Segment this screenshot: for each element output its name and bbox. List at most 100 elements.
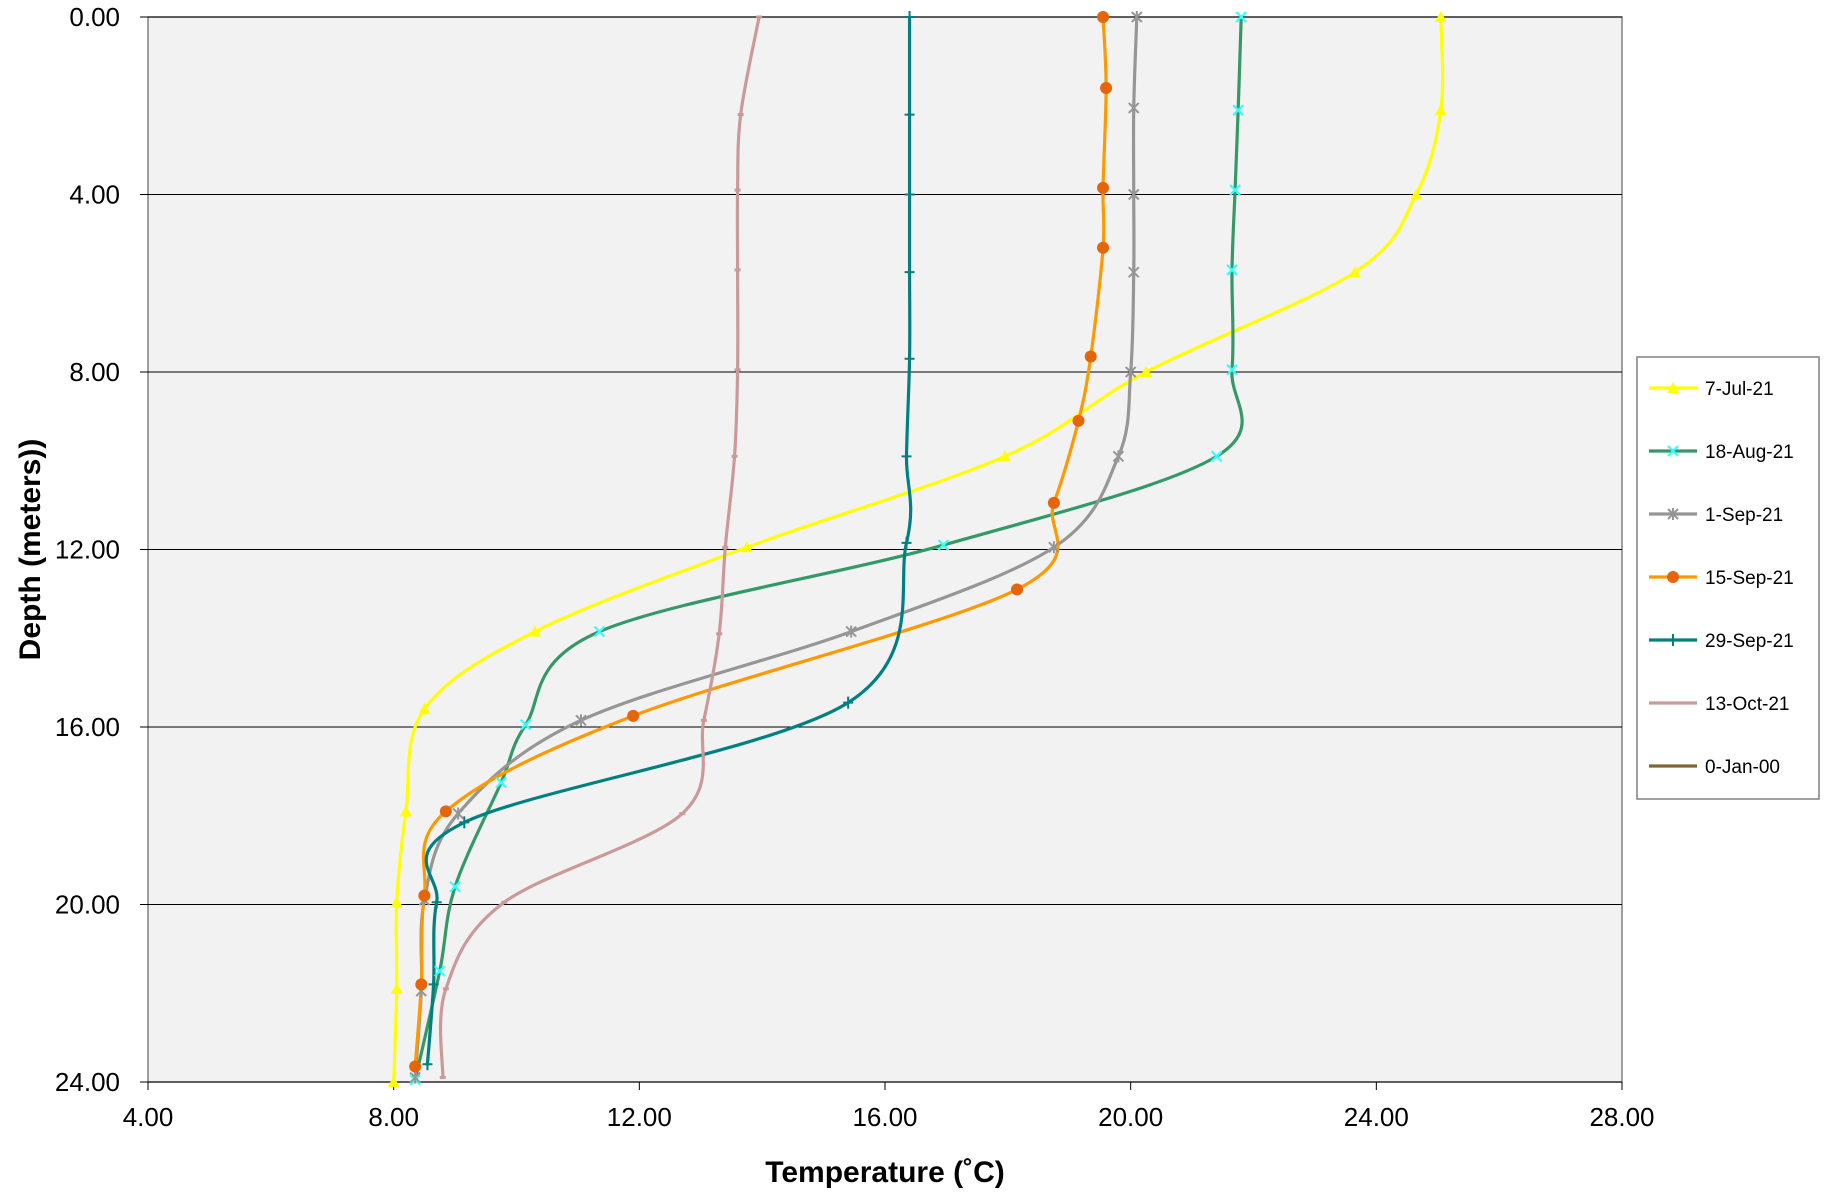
data-point xyxy=(452,807,464,820)
data-point xyxy=(1084,350,1097,363)
data-point xyxy=(459,816,470,829)
legend-marker xyxy=(1667,445,1679,457)
x-tick-label: 16.00 xyxy=(852,1102,917,1132)
x-tick-label: 20.00 xyxy=(1098,1102,1163,1132)
y-tick-label: 0.00 xyxy=(69,2,120,32)
legend-marker xyxy=(1670,701,1676,705)
data-point xyxy=(593,625,606,638)
x-tick-label: 4.00 xyxy=(123,1102,174,1132)
data-point xyxy=(390,896,403,908)
series-markers-5 xyxy=(439,15,763,1080)
data-point xyxy=(1226,364,1238,376)
data-point xyxy=(845,625,857,638)
data-point xyxy=(901,450,912,463)
data-point xyxy=(418,703,431,715)
legend-label: 29-Sep-21 xyxy=(1705,631,1794,652)
series-line-2 xyxy=(413,15,1139,1080)
data-point xyxy=(399,805,412,817)
data-point xyxy=(1097,181,1110,194)
data-point xyxy=(1235,11,1247,23)
data-point xyxy=(422,1058,433,1071)
data-point xyxy=(1047,496,1060,509)
series-line-0 xyxy=(392,15,1445,1084)
data-point xyxy=(1210,450,1223,463)
data-point xyxy=(904,266,915,279)
series-markers-2 xyxy=(409,11,1143,1084)
data-point xyxy=(904,352,915,365)
data-point xyxy=(700,718,707,722)
data-point xyxy=(1434,11,1447,22)
x-tick-label: 12.00 xyxy=(607,1102,672,1132)
data-point xyxy=(528,625,541,637)
series-markers-0 xyxy=(387,11,1447,1087)
data-point xyxy=(1011,583,1024,596)
data-point xyxy=(433,965,446,977)
legend-marker xyxy=(1667,571,1679,583)
data-point xyxy=(387,1076,400,1087)
legend-marker xyxy=(1667,382,1679,393)
data-point xyxy=(428,978,439,991)
data-point xyxy=(1229,184,1241,196)
data-point xyxy=(439,1076,446,1080)
data-point xyxy=(1348,266,1361,278)
data-point xyxy=(756,15,763,19)
legend-marker xyxy=(1667,508,1679,520)
data-point xyxy=(1434,104,1447,116)
legend-label: 15-Sep-21 xyxy=(1705,568,1794,589)
legend-label: 18-Aug-21 xyxy=(1705,442,1794,463)
x-tick-label: 8.00 xyxy=(368,1102,419,1132)
data-point xyxy=(418,889,431,902)
series-line-3 xyxy=(413,15,1108,1069)
series-markers-1 xyxy=(409,11,1247,1086)
data-point xyxy=(431,896,442,909)
data-point xyxy=(904,188,915,201)
data-point xyxy=(1128,188,1140,201)
data-point xyxy=(1128,266,1140,279)
data-point xyxy=(901,536,912,549)
data-point xyxy=(998,450,1011,462)
data-point xyxy=(1232,104,1244,116)
data-point xyxy=(1226,264,1238,276)
data-point xyxy=(1140,366,1153,377)
data-point xyxy=(1097,241,1110,254)
legend-marker xyxy=(1668,634,1678,646)
data-point xyxy=(1097,11,1110,23)
legend-label: 13-Oct-21 xyxy=(1705,694,1789,715)
data-point xyxy=(734,188,741,192)
series-markers-4 xyxy=(422,11,915,1071)
data-point xyxy=(731,454,738,458)
data-point xyxy=(1124,366,1137,378)
data-point xyxy=(575,714,587,727)
data-point xyxy=(409,1071,421,1084)
data-point xyxy=(737,113,744,117)
data-point xyxy=(439,805,452,818)
y-tick-label: 20.00 xyxy=(55,890,120,920)
series-line-1 xyxy=(413,15,1244,1082)
data-point xyxy=(843,696,854,709)
series-markers xyxy=(387,11,1447,1087)
data-point xyxy=(1131,11,1143,23)
data-point xyxy=(1410,188,1423,200)
x-tick-label: 28.00 xyxy=(1589,1102,1654,1132)
data-point xyxy=(449,880,461,893)
y-tick-label: 16.00 xyxy=(55,712,120,742)
y-tick-label: 24.00 xyxy=(55,1067,120,1097)
data-point xyxy=(519,719,532,731)
gridlines xyxy=(140,16,1623,1090)
legend: 7-Jul-21 18-Aug-21 1-Sep-21 15-Sep-21 29-Sep… xyxy=(1636,356,1820,800)
data-point xyxy=(1072,414,1085,427)
data-point xyxy=(734,368,741,372)
data-point xyxy=(415,978,428,991)
data-point xyxy=(722,545,729,549)
legend-label: 1-Sep-21 xyxy=(1705,505,1783,526)
y-axis-title: Depth (meters)) xyxy=(14,439,47,661)
data-point xyxy=(495,776,507,789)
data-point xyxy=(390,982,403,994)
data-point xyxy=(740,541,753,553)
data-point xyxy=(716,632,723,636)
data-point xyxy=(1048,541,1060,554)
data-point xyxy=(734,268,741,272)
data-point xyxy=(409,1060,422,1073)
